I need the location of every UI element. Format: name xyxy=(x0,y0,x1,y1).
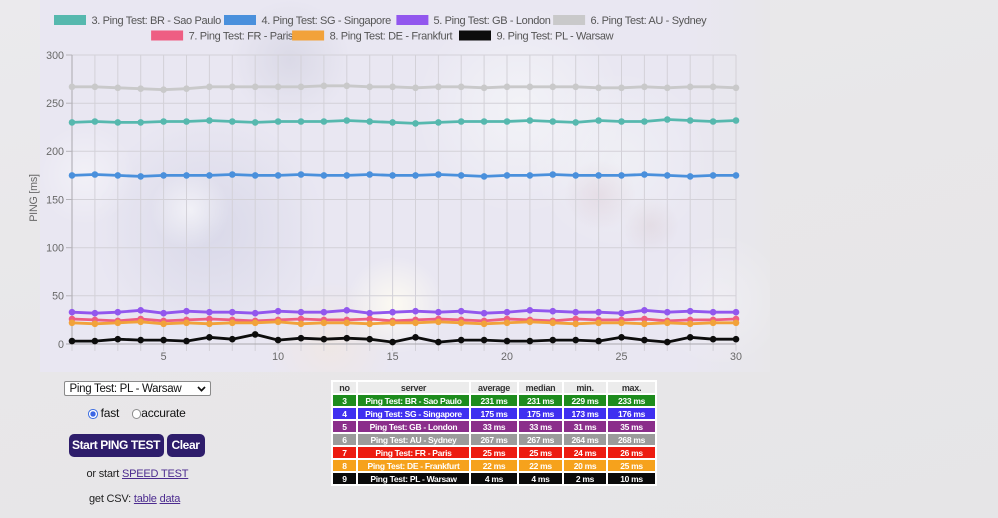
svg-text:250: 250 xyxy=(46,98,64,110)
svg-text:5. Ping Test: GB - London: 5. Ping Test: GB - London xyxy=(434,15,551,27)
svg-text:30: 30 xyxy=(730,351,742,363)
svg-text:25: 25 xyxy=(616,351,628,363)
svg-text:100: 100 xyxy=(46,243,64,255)
svg-text:300: 300 xyxy=(46,50,64,62)
svg-text:10: 10 xyxy=(272,351,284,363)
svg-text:150: 150 xyxy=(46,194,64,206)
svg-text:20: 20 xyxy=(501,351,513,363)
svg-text:3. Ping Test: BR - Sao Paulo: 3. Ping Test: BR - Sao Paulo xyxy=(92,15,222,27)
svg-text:50: 50 xyxy=(52,291,64,303)
svg-text:PING [ms]: PING [ms] xyxy=(28,174,40,222)
svg-text:9. Ping Test: PL - Warsaw: 9. Ping Test: PL - Warsaw xyxy=(497,31,614,43)
svg-text:200: 200 xyxy=(46,146,64,158)
svg-text:5: 5 xyxy=(161,351,167,363)
svg-text:6. Ping Test: AU - Sydney: 6. Ping Test: AU - Sydney xyxy=(591,15,708,27)
svg-text:4. Ping Test: SG - Singapore: 4. Ping Test: SG - Singapore xyxy=(262,15,392,27)
svg-text:0: 0 xyxy=(58,339,64,351)
svg-text:8. Ping Test: DE - Frankfurt: 8. Ping Test: DE - Frankfurt xyxy=(330,31,453,43)
svg-text:15: 15 xyxy=(387,351,399,363)
svg-text:7. Ping Test: FR - Paris: 7. Ping Test: FR - Paris xyxy=(189,31,294,43)
